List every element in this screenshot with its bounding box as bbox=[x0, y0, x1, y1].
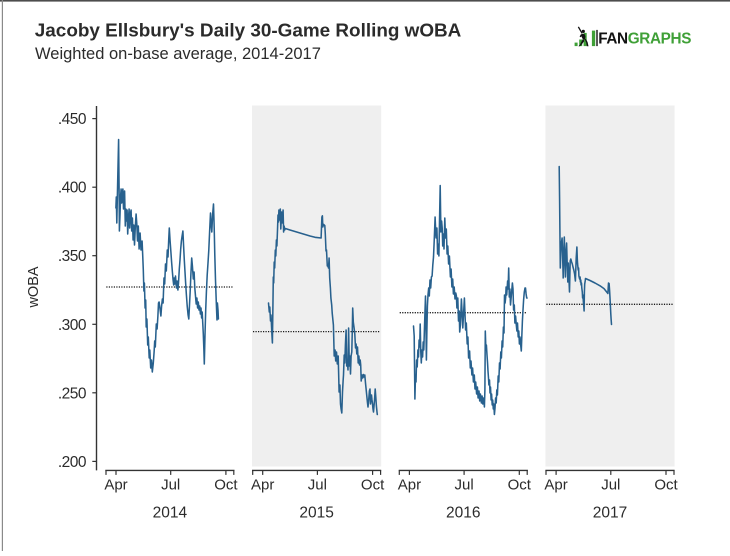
svg-text:2016: 2016 bbox=[446, 505, 480, 522]
svg-text:Oct: Oct bbox=[508, 477, 532, 494]
svg-text:Weighted on-base average, 2014: Weighted on-base average, 2014-2017 bbox=[35, 45, 321, 63]
svg-text:Apr: Apr bbox=[544, 477, 567, 494]
svg-text:2017: 2017 bbox=[593, 505, 627, 522]
svg-text:Apr: Apr bbox=[398, 477, 421, 494]
svg-text:.450: .450 bbox=[58, 111, 87, 128]
svg-text:Apr: Apr bbox=[251, 477, 274, 494]
svg-text:.250: .250 bbox=[58, 385, 87, 402]
svg-text:Apr: Apr bbox=[104, 477, 127, 494]
svg-text:.400: .400 bbox=[58, 180, 87, 197]
svg-text:.350: .350 bbox=[58, 248, 87, 265]
svg-text:Jacoby Ellsbury's Daily 30-Gam: Jacoby Ellsbury's Daily 30-Game Rolling … bbox=[35, 21, 462, 42]
svg-text:2015: 2015 bbox=[299, 505, 333, 522]
svg-text:Jul: Jul bbox=[455, 477, 474, 494]
svg-text:FANGRAPHS: FANGRAPHS bbox=[598, 30, 691, 47]
svg-text:Oct: Oct bbox=[214, 477, 238, 494]
svg-text:Jul: Jul bbox=[161, 477, 180, 494]
svg-text:Oct: Oct bbox=[654, 477, 678, 494]
svg-text:2014: 2014 bbox=[153, 505, 188, 522]
svg-text:.300: .300 bbox=[58, 317, 87, 334]
svg-text:Jul: Jul bbox=[308, 477, 327, 494]
svg-text:wOBA: wOBA bbox=[26, 266, 42, 308]
svg-text:.200: .200 bbox=[58, 454, 87, 471]
svg-text:Jul: Jul bbox=[601, 477, 620, 494]
svg-text:Oct: Oct bbox=[361, 477, 385, 494]
